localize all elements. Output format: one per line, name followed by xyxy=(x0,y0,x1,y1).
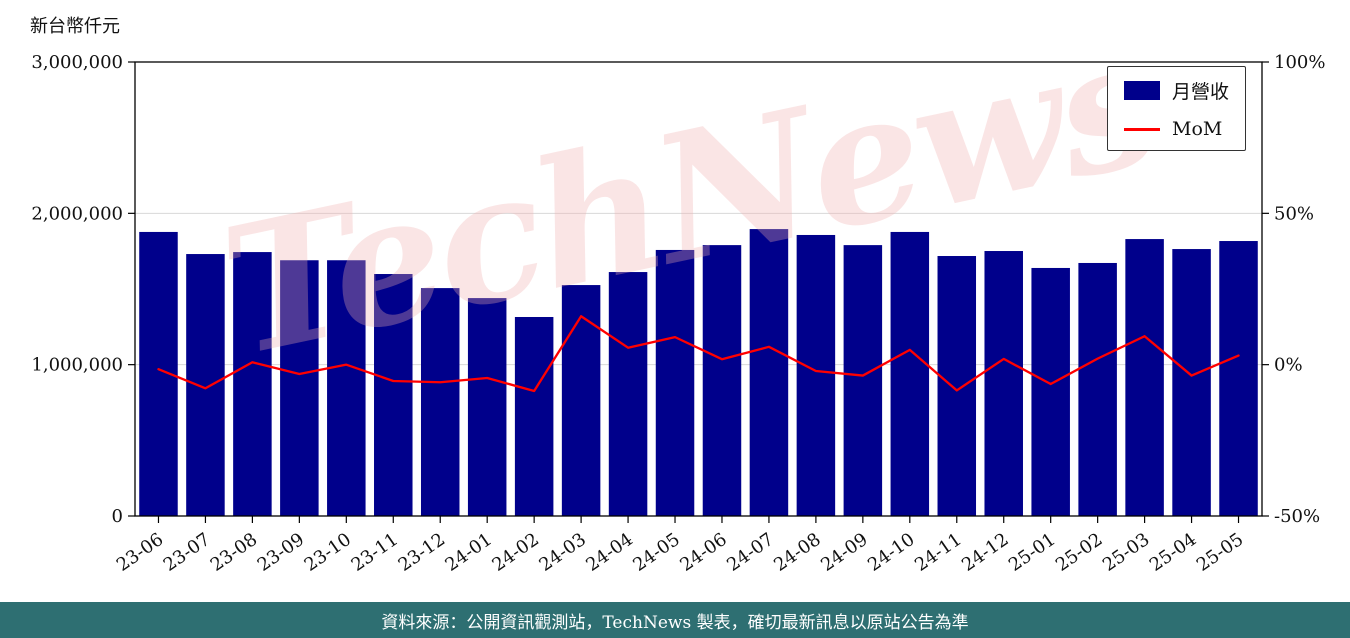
x-tick-label: 23-09 xyxy=(254,529,309,576)
y-right-tick-label: 0% xyxy=(1274,355,1303,376)
revenue-bar xyxy=(1219,241,1258,516)
x-tick-label: 25-02 xyxy=(1052,529,1107,576)
x-tick-label: 24-10 xyxy=(864,529,919,576)
y-right-tick-label: -50% xyxy=(1274,506,1320,527)
y-right-tick-label: 100% xyxy=(1274,52,1325,73)
source-footer-text: 資料來源：公開資訊觀測站，TechNews 製表，確切最新訊息以原站公告為準 xyxy=(381,612,969,633)
revenue-bar xyxy=(514,316,554,516)
revenue-bar xyxy=(843,245,883,516)
x-tick-label: 24-09 xyxy=(817,529,872,576)
revenue-bar xyxy=(186,254,225,517)
revenue-bar xyxy=(280,260,319,516)
x-tick-label: 24-08 xyxy=(770,529,825,576)
x-tick-label: 24-02 xyxy=(488,529,543,576)
legend: 月營收 MoM xyxy=(1106,66,1246,151)
x-tick-label: 24-03 xyxy=(535,529,590,576)
y-left-tick-label: 0 xyxy=(112,506,123,527)
revenue-bar xyxy=(608,272,648,516)
x-tick-label: 24-07 xyxy=(723,529,778,576)
mom-line-swatch-icon xyxy=(1123,127,1160,131)
revenue-bar xyxy=(937,256,977,516)
legend-row-mom: MoM xyxy=(1123,118,1229,140)
mom-legend-label: MoM xyxy=(1171,118,1223,140)
chart-canvas: 3,000,000 2,000,000 1,000,000 0 100% 50% 0% -50… xyxy=(31,52,1325,576)
x-tick-label: 24-11 xyxy=(911,529,966,576)
x-tick-label: 25-01 xyxy=(1005,529,1060,576)
revenue-legend-label: 月營收 xyxy=(1171,81,1229,103)
plot-border xyxy=(134,61,1263,517)
revenue-bar xyxy=(984,251,1023,517)
revenue-bar xyxy=(1125,239,1164,516)
revenue-bar xyxy=(420,288,460,516)
x-tick-label: 25-05 xyxy=(1193,529,1248,576)
revenue-bar xyxy=(702,245,742,516)
revenue-bar xyxy=(233,252,272,517)
revenue-bar xyxy=(655,249,695,516)
source-footer: 資料來源：公開資訊觀測站，TechNews 製表，確切最新訊息以原站公告為準 xyxy=(0,602,1350,638)
x-tick-label: 24-04 xyxy=(582,529,637,576)
x-tick-label: 24-12 xyxy=(958,529,1013,576)
y-left-tick-label: 2,000,000 xyxy=(31,203,123,224)
y-left-tick-label: 3,000,000 xyxy=(31,52,123,73)
legend-row-revenue: 月營收 xyxy=(1123,77,1229,104)
monthly-revenue-chart: 3,000,000 2,000,000 1,000,000 0 100% 50% 0% -50… xyxy=(30,0,1325,576)
revenue-bar xyxy=(467,298,507,516)
x-tick-label: 23-10 xyxy=(301,529,356,576)
y-right-tick-label: 50% xyxy=(1274,203,1314,224)
x-tick-label: 25-03 xyxy=(1099,529,1154,576)
left-axis-title: 新台幣仟元 xyxy=(30,16,120,37)
revenue-bar xyxy=(796,234,836,516)
x-tick-label: 23-11 xyxy=(348,529,403,576)
x-tick-label: 23-08 xyxy=(207,529,262,576)
revenue-bar xyxy=(749,229,789,516)
revenue-bar xyxy=(327,260,366,516)
revenue-bar xyxy=(374,274,413,516)
revenue-bar xyxy=(1172,249,1211,516)
x-tick-label: 23-12 xyxy=(395,529,450,576)
x-tick-label: 25-04 xyxy=(1146,529,1201,576)
mom-line xyxy=(157,315,1240,393)
revenue-bar-swatch-icon xyxy=(1123,81,1160,100)
revenue-bar xyxy=(890,231,930,516)
y-left-tick-label: 1,000,000 xyxy=(31,355,123,376)
x-tick-label: 23-07 xyxy=(160,529,215,576)
revenue-bar xyxy=(1031,267,1070,516)
x-tick-label: 24-06 xyxy=(676,529,731,576)
x-tick-label: 24-05 xyxy=(629,529,684,576)
x-tick-label: 24-01 xyxy=(442,529,497,576)
revenue-bar xyxy=(1078,262,1117,516)
x-tick-label: 23-06 xyxy=(113,529,168,576)
revenue-bar xyxy=(561,285,601,516)
